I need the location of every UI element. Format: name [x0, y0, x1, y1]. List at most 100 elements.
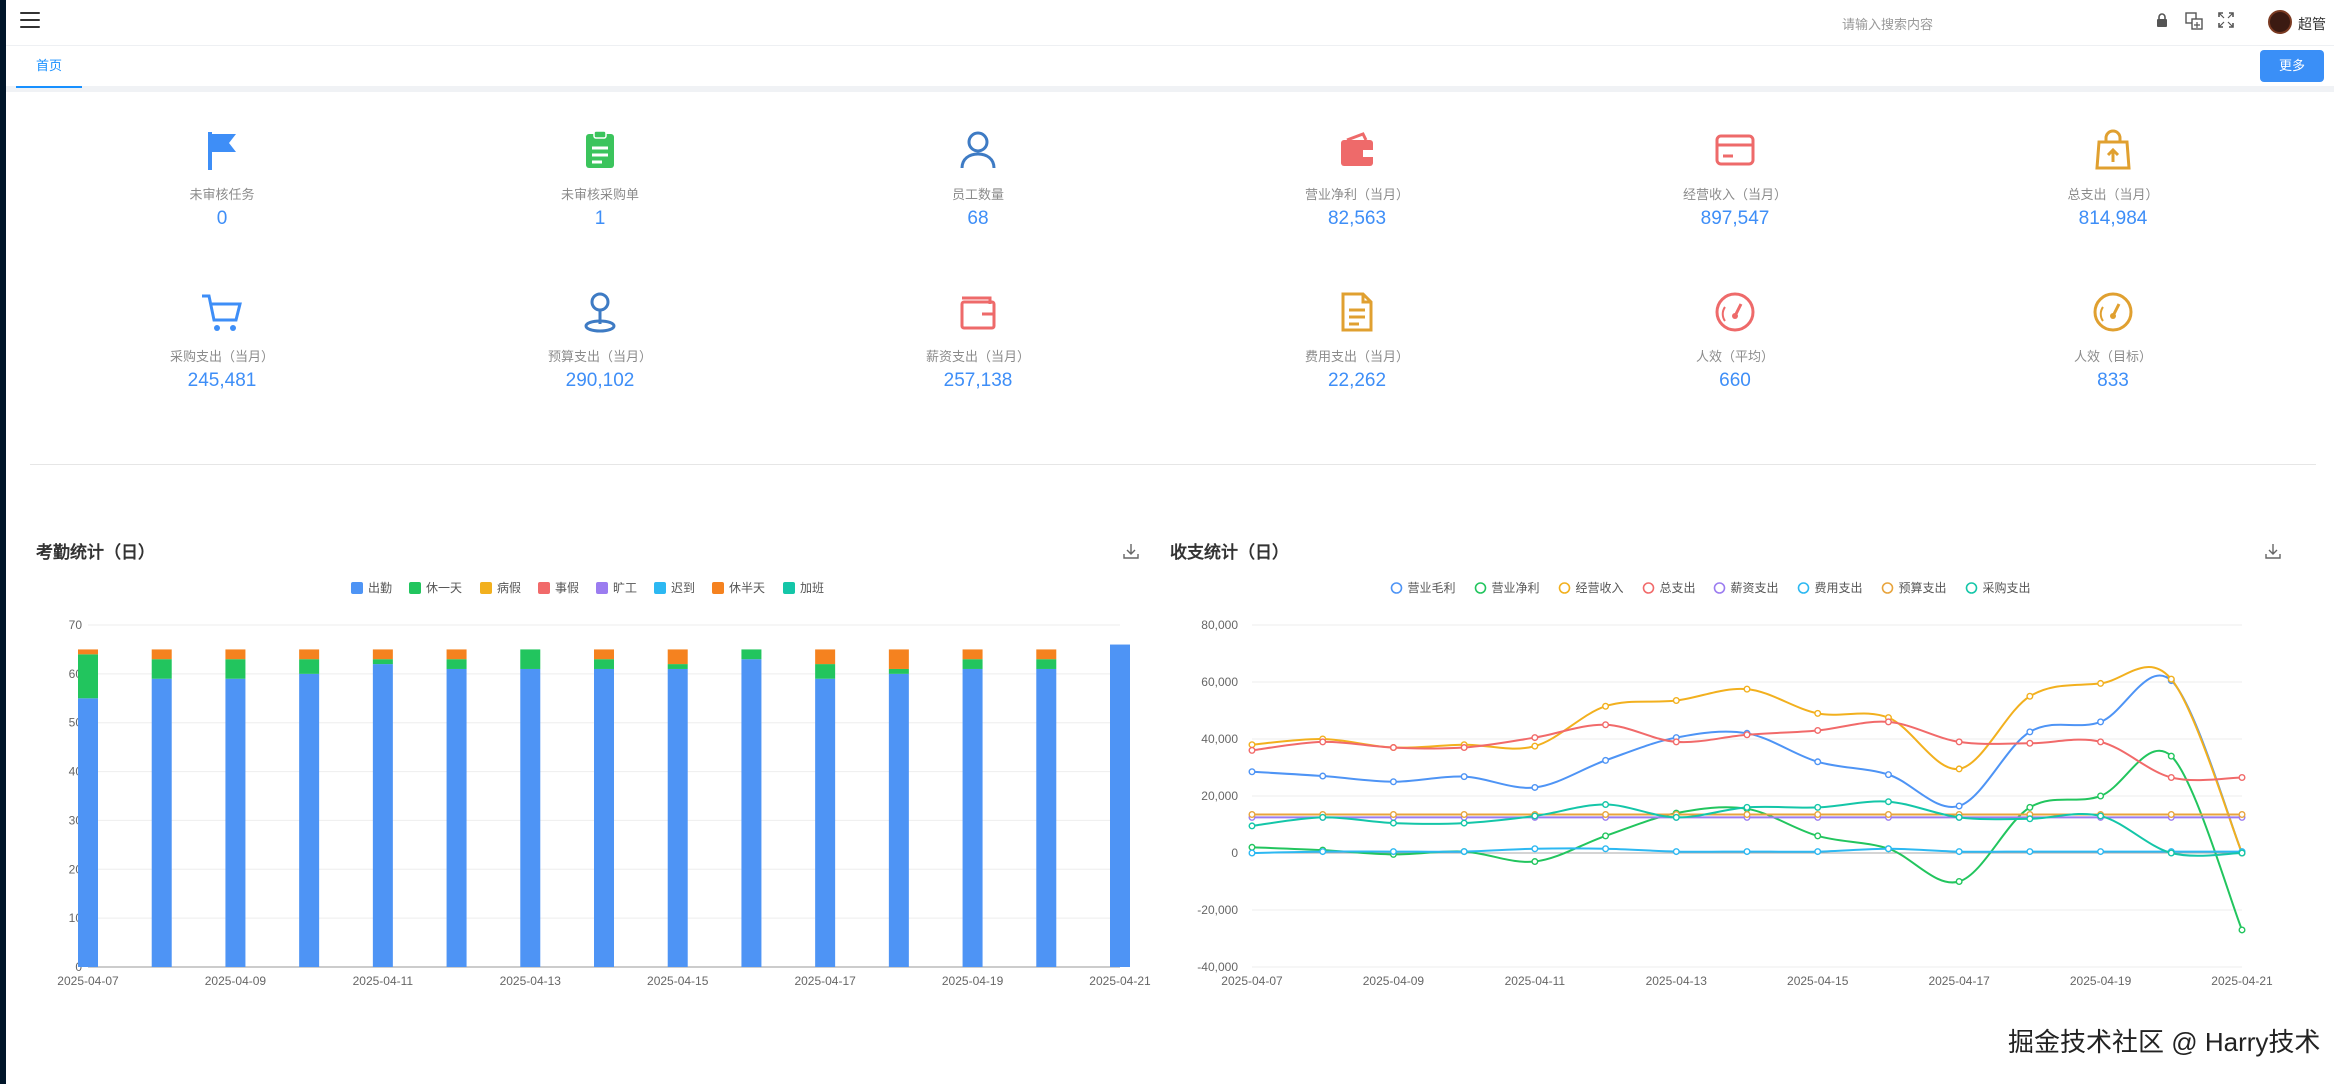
x-tick-label: 2025-04-17	[794, 974, 856, 988]
stat-label: 员工数量	[951, 187, 1004, 202]
bar-segment	[372, 649, 393, 660]
data-point	[1531, 742, 1539, 750]
stat-card[interactable]: 费用支出（当月） 22,262	[1257, 288, 1457, 392]
user-icon	[954, 126, 1002, 174]
data-point	[1531, 858, 1539, 866]
user-name[interactable]: 超管	[2298, 16, 2326, 32]
search-input[interactable]: 请输入搜索内容	[1842, 17, 1934, 32]
legend-marker	[351, 582, 363, 594]
data-point	[1531, 734, 1539, 742]
data-point	[1460, 811, 1468, 819]
data-point	[1602, 845, 1610, 853]
data-point	[1319, 813, 1327, 821]
location-pin-icon	[576, 288, 624, 336]
shopping-bag-icon	[2089, 126, 2137, 174]
data-point	[2238, 926, 2246, 934]
bar-segment	[151, 649, 172, 660]
stat-card[interactable]: 人效（目标） 833	[2013, 288, 2213, 392]
stat-value: 660	[1719, 370, 1751, 391]
data-point	[1389, 778, 1397, 786]
data-point	[1955, 802, 1963, 810]
data-point	[1743, 811, 1751, 819]
data-point	[2238, 811, 2246, 819]
download-icon[interactable]	[2264, 542, 2284, 562]
cart-icon	[198, 288, 246, 336]
translate-icon[interactable]	[2184, 12, 2204, 32]
avatar[interactable]	[2268, 10, 2292, 34]
legend-label: 休一天	[426, 581, 462, 595]
bar-segment	[299, 649, 320, 660]
y-tick-label: 40,000	[1201, 732, 1238, 746]
stat-card[interactable]: 采购支出（当月） 245,481	[122, 288, 322, 392]
fullscreen-icon[interactable]	[2216, 12, 2236, 32]
bar-segment	[667, 649, 688, 665]
tab-home[interactable]: 首页	[16, 46, 82, 88]
more-button[interactable]: 更多	[2260, 50, 2324, 82]
stat-card[interactable]: 总支出（当月） 814,984	[2013, 126, 2213, 230]
bar-segment	[78, 649, 98, 655]
x-tick-label: 2025-04-13	[500, 974, 562, 988]
data-point	[1602, 702, 1610, 710]
bar-segment	[225, 659, 246, 679]
stat-value: 833	[2097, 370, 2129, 391]
data-point	[2097, 738, 2105, 746]
x-tick-label: 2025-04-19	[942, 974, 1004, 988]
data-point	[2026, 728, 2034, 736]
bar-segment	[888, 668, 909, 674]
stat-card[interactable]: 经营收入（当月） 897,547	[1635, 126, 1835, 230]
bar-segment	[741, 659, 762, 967]
bar-segment	[520, 649, 541, 669]
legend-label: 病假	[497, 580, 521, 595]
data-point	[1460, 848, 1468, 856]
data-point	[2167, 675, 2175, 683]
stat-label: 经营收入（当月）	[1682, 187, 1787, 202]
bar-segment	[594, 668, 614, 967]
tab-bar: 首页 更多	[6, 46, 2334, 92]
stat-card[interactable]: 未审核采购单 1	[500, 126, 700, 230]
legend-marker	[1558, 582, 1571, 594]
data-point	[1531, 845, 1539, 853]
data-point	[1531, 812, 1539, 820]
stat-card[interactable]: 员工数量 68	[878, 126, 1078, 230]
stat-value: 897,547	[1700, 208, 1770, 229]
bar-segment	[372, 659, 393, 665]
data-point	[2097, 718, 2105, 726]
data-point	[1602, 756, 1610, 764]
x-tick-label: 2025-04-07	[1221, 974, 1283, 988]
data-point	[2026, 803, 2034, 811]
stat-card[interactable]: 人效（平均） 660	[1635, 288, 1835, 392]
stat-label: 人效（目标）	[2073, 349, 2152, 364]
data-point	[1814, 803, 1822, 811]
legend-label: 营业毛利	[1408, 581, 1456, 595]
stat-card[interactable]: 薪资支出（当月） 257,138	[878, 288, 1078, 392]
legend-label: 薪资支出	[1731, 581, 1779, 595]
stat-label: 采购支出（当月）	[169, 349, 274, 364]
data-point	[1531, 783, 1539, 791]
stat-label: 费用支出（当月）	[1304, 349, 1409, 364]
data-point	[2026, 739, 2034, 747]
data-point	[2167, 849, 2175, 857]
document-icon	[1333, 288, 1381, 336]
stat-card[interactable]: 营业净利（当月） 82,563	[1257, 126, 1457, 230]
y-tick-label: 80,000	[1201, 618, 1238, 632]
legend-label: 采购支出	[1983, 580, 2031, 595]
y-tick-label: 70	[69, 618, 83, 632]
stat-card[interactable]: 预算支出（当月） 290,102	[500, 288, 700, 392]
data-point	[1248, 811, 1256, 819]
stat-value: 1	[594, 208, 606, 229]
legend-marker	[409, 582, 421, 594]
stat-value: 814,984	[2078, 208, 2148, 229]
legend-marker	[1390, 582, 1403, 594]
data-point	[1884, 718, 1892, 726]
attendance-chart-title: 考勤统计（日）	[36, 543, 155, 562]
gauge-icon	[1711, 288, 1759, 336]
lock-icon[interactable]	[2152, 12, 2172, 32]
data-point	[1814, 709, 1822, 717]
finance-line-chart: 营业毛利 营业净利 经营收入 总支出 薪资支出 费用支出 预算支出 采购支出 -40,000 -2…	[1197, 580, 2273, 988]
bar-segment	[962, 659, 983, 669]
stat-card[interactable]: 未审核任务 0	[122, 126, 322, 230]
bar-segment	[1036, 649, 1057, 660]
download-icon[interactable]	[1122, 542, 1142, 562]
wallet-outline-icon	[954, 288, 1002, 336]
menu-toggle-icon[interactable]	[20, 12, 40, 30]
